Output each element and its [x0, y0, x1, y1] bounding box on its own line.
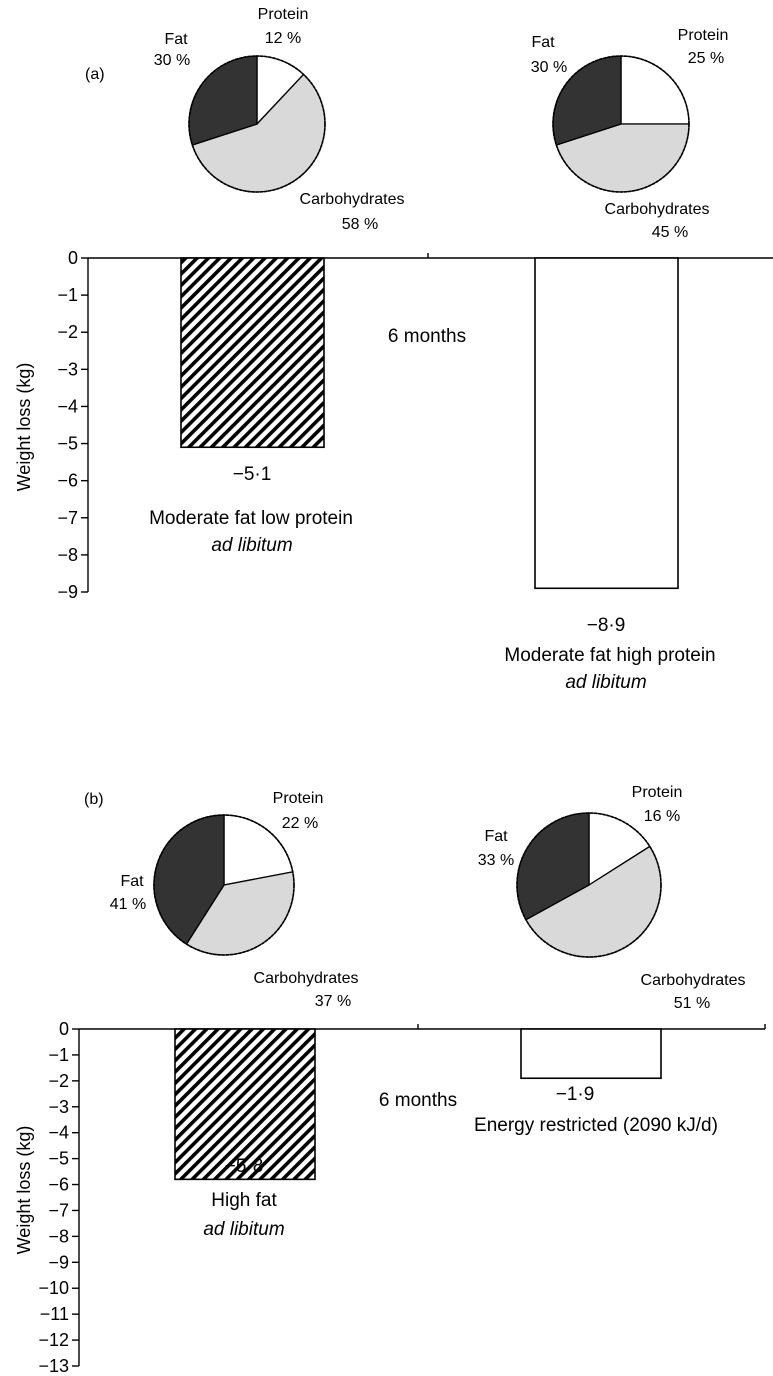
- y-tick-label-b-10: −10: [38, 1278, 69, 1298]
- y-tick-label-a-5: −5: [57, 434, 78, 454]
- y-axis-label-b: Weight loss (kg): [14, 1126, 34, 1255]
- pie-a2-slice-protein: [620, 55, 690, 125]
- pie-b2-protein-name: Protein: [632, 784, 683, 801]
- pie-a1-fat-name: Fat: [164, 31, 188, 48]
- y-tick-label-b-11: −11: [40, 1304, 69, 1324]
- bar-a1-value-label: −5·1: [233, 464, 272, 485]
- pie-b2-carb-name: Carbohydrates: [641, 972, 746, 989]
- y-tick-label-b-4: −4: [48, 1123, 69, 1143]
- bar-b1-subname: ad libitum: [203, 1219, 284, 1240]
- pie-a1-outline: [188, 55, 326, 193]
- bar-b1-value-label: −5·8: [225, 1156, 264, 1177]
- y-tick-label-a-7: −7: [57, 508, 78, 528]
- panel-a-label: (a): [85, 66, 105, 83]
- annotation-a: 6 months: [388, 326, 466, 347]
- y-tick-label-a-2: −2: [57, 322, 78, 342]
- y-tick-label-a-3: −3: [57, 359, 78, 379]
- y-tick-label-a-6: −6: [57, 471, 78, 491]
- bar-a2: [534, 257, 679, 590]
- pie-b2-fat-name: Fat: [484, 828, 508, 845]
- bar-a2-subname: ad libitum: [565, 672, 646, 693]
- y-tick-label-b-12: −12: [38, 1330, 69, 1350]
- bars-a: 0 −1 −2 −3 −4 −5 −6 −7 −8 −9 Weight loss (kg) 6 m…: [14, 248, 773, 693]
- bar-a1: [180, 257, 325, 449]
- pie-b2: Fat 33 % Protein 16 % Carbohydrates 51 %: [478, 784, 746, 1012]
- y-tick-label-b-13: −13: [38, 1356, 69, 1376]
- bar-b2-name: Energy restricted (2090 kJ/d): [474, 1115, 718, 1136]
- pie-b2-slice-fat: [516, 812, 590, 921]
- y-tick-label-a-1: −1: [57, 285, 78, 305]
- pie-a2-protein-value: 25 %: [688, 50, 724, 67]
- pie-b1-fat-value: 41 %: [110, 896, 146, 913]
- pie-b2-carb-value: 51 %: [674, 995, 710, 1012]
- y-tick-label-a-4: −4: [57, 396, 78, 416]
- pie-a2-fat-value: 30 %: [531, 59, 567, 76]
- pie-b1-fat-name: Fat: [120, 873, 144, 890]
- bar-b1: [174, 1028, 316, 1181]
- panel-a: (a) Fat 30 % Protein 12 % Carbohydrates …: [14, 6, 773, 693]
- y-axis-label-a: Weight loss (kg): [14, 363, 34, 492]
- pie-a2-protein-name: Protein: [678, 27, 729, 44]
- y-tick-label-a-8: −8: [57, 545, 78, 565]
- y-tick-label-b-9: −9: [48, 1252, 69, 1272]
- pie-b1-carb-name: Carbohydrates: [254, 970, 359, 987]
- y-tick-label-b-2: −2: [48, 1071, 69, 1091]
- bar-b2: [520, 1028, 662, 1080]
- bar-b2-value-label: −1·9: [556, 1084, 595, 1105]
- pie-a1-fat-value: 30 %: [154, 52, 190, 69]
- bar-b1-name: High fat: [211, 1190, 277, 1211]
- bar-a1-subname: ad libitum: [211, 535, 292, 556]
- y-tick-label-b-8: −8: [48, 1226, 69, 1246]
- pie-b1-outline: [153, 814, 295, 956]
- y-tick-label-b-5: −5: [48, 1149, 69, 1169]
- bar-a1-name: Moderate fat low protein: [149, 508, 353, 529]
- annotation-b: 6 months: [379, 1090, 457, 1111]
- panel-b: (b) Fat 41 % Protein 22 % Carbohydrates …: [14, 784, 766, 1376]
- bar-a2-name: Moderate fat high protein: [504, 645, 715, 666]
- y-tick-label-b-0: 0: [59, 1019, 69, 1039]
- pie-b1: Fat 41 % Protein 22 % Carbohydrates 37 %: [110, 790, 359, 1010]
- pie-b2-protein-value: 16 %: [644, 808, 680, 825]
- bar-a2-value-label: −8·9: [587, 615, 626, 636]
- pie-a2-fat-name: Fat: [531, 34, 555, 51]
- y-tick-label-b-3: −3: [48, 1097, 69, 1117]
- y-tick-label-a-0: 0: [68, 248, 78, 268]
- bars-b: 0 −1 −2 −3 −4 −5 −6 −7 −8 −9 −10 −11 −12 −13 Weight l…: [14, 1019, 766, 1376]
- y-tick-label-b-6: −6: [48, 1175, 69, 1195]
- pie-a1-carb-name: Carbohydrates: [300, 191, 405, 208]
- y-tick-label-b-1: −1: [48, 1045, 69, 1065]
- pie-a1-protein-name: Protein: [258, 6, 309, 23]
- pie-a2: Fat 30 % Protein 25 % Carbohydrates 45 %: [531, 27, 729, 241]
- pie-b1-carb-value: 37 %: [315, 993, 351, 1010]
- panel-b-label: (b): [84, 791, 104, 808]
- y-tick-label-b-7: −7: [48, 1200, 69, 1220]
- pie-b2-outline: [516, 812, 662, 958]
- pie-b2-fat-value: 33 %: [478, 852, 514, 869]
- pie-b1-protein-name: Protein: [273, 790, 324, 807]
- pie-a1: Fat 30 % Protein 12 % Carbohydrates 58 %: [154, 6, 405, 233]
- pie-a1-protein-value: 12 %: [265, 30, 301, 47]
- pie-a2-carb-value: 45 %: [652, 224, 688, 241]
- pie-a1-carb-value: 58 %: [342, 216, 378, 233]
- pie-a2-carb-name: Carbohydrates: [605, 201, 710, 218]
- pie-a2-outline: [552, 55, 690, 193]
- y-tick-label-a-9: −9: [57, 582, 78, 602]
- pie-b1-protein-value: 22 %: [282, 815, 318, 832]
